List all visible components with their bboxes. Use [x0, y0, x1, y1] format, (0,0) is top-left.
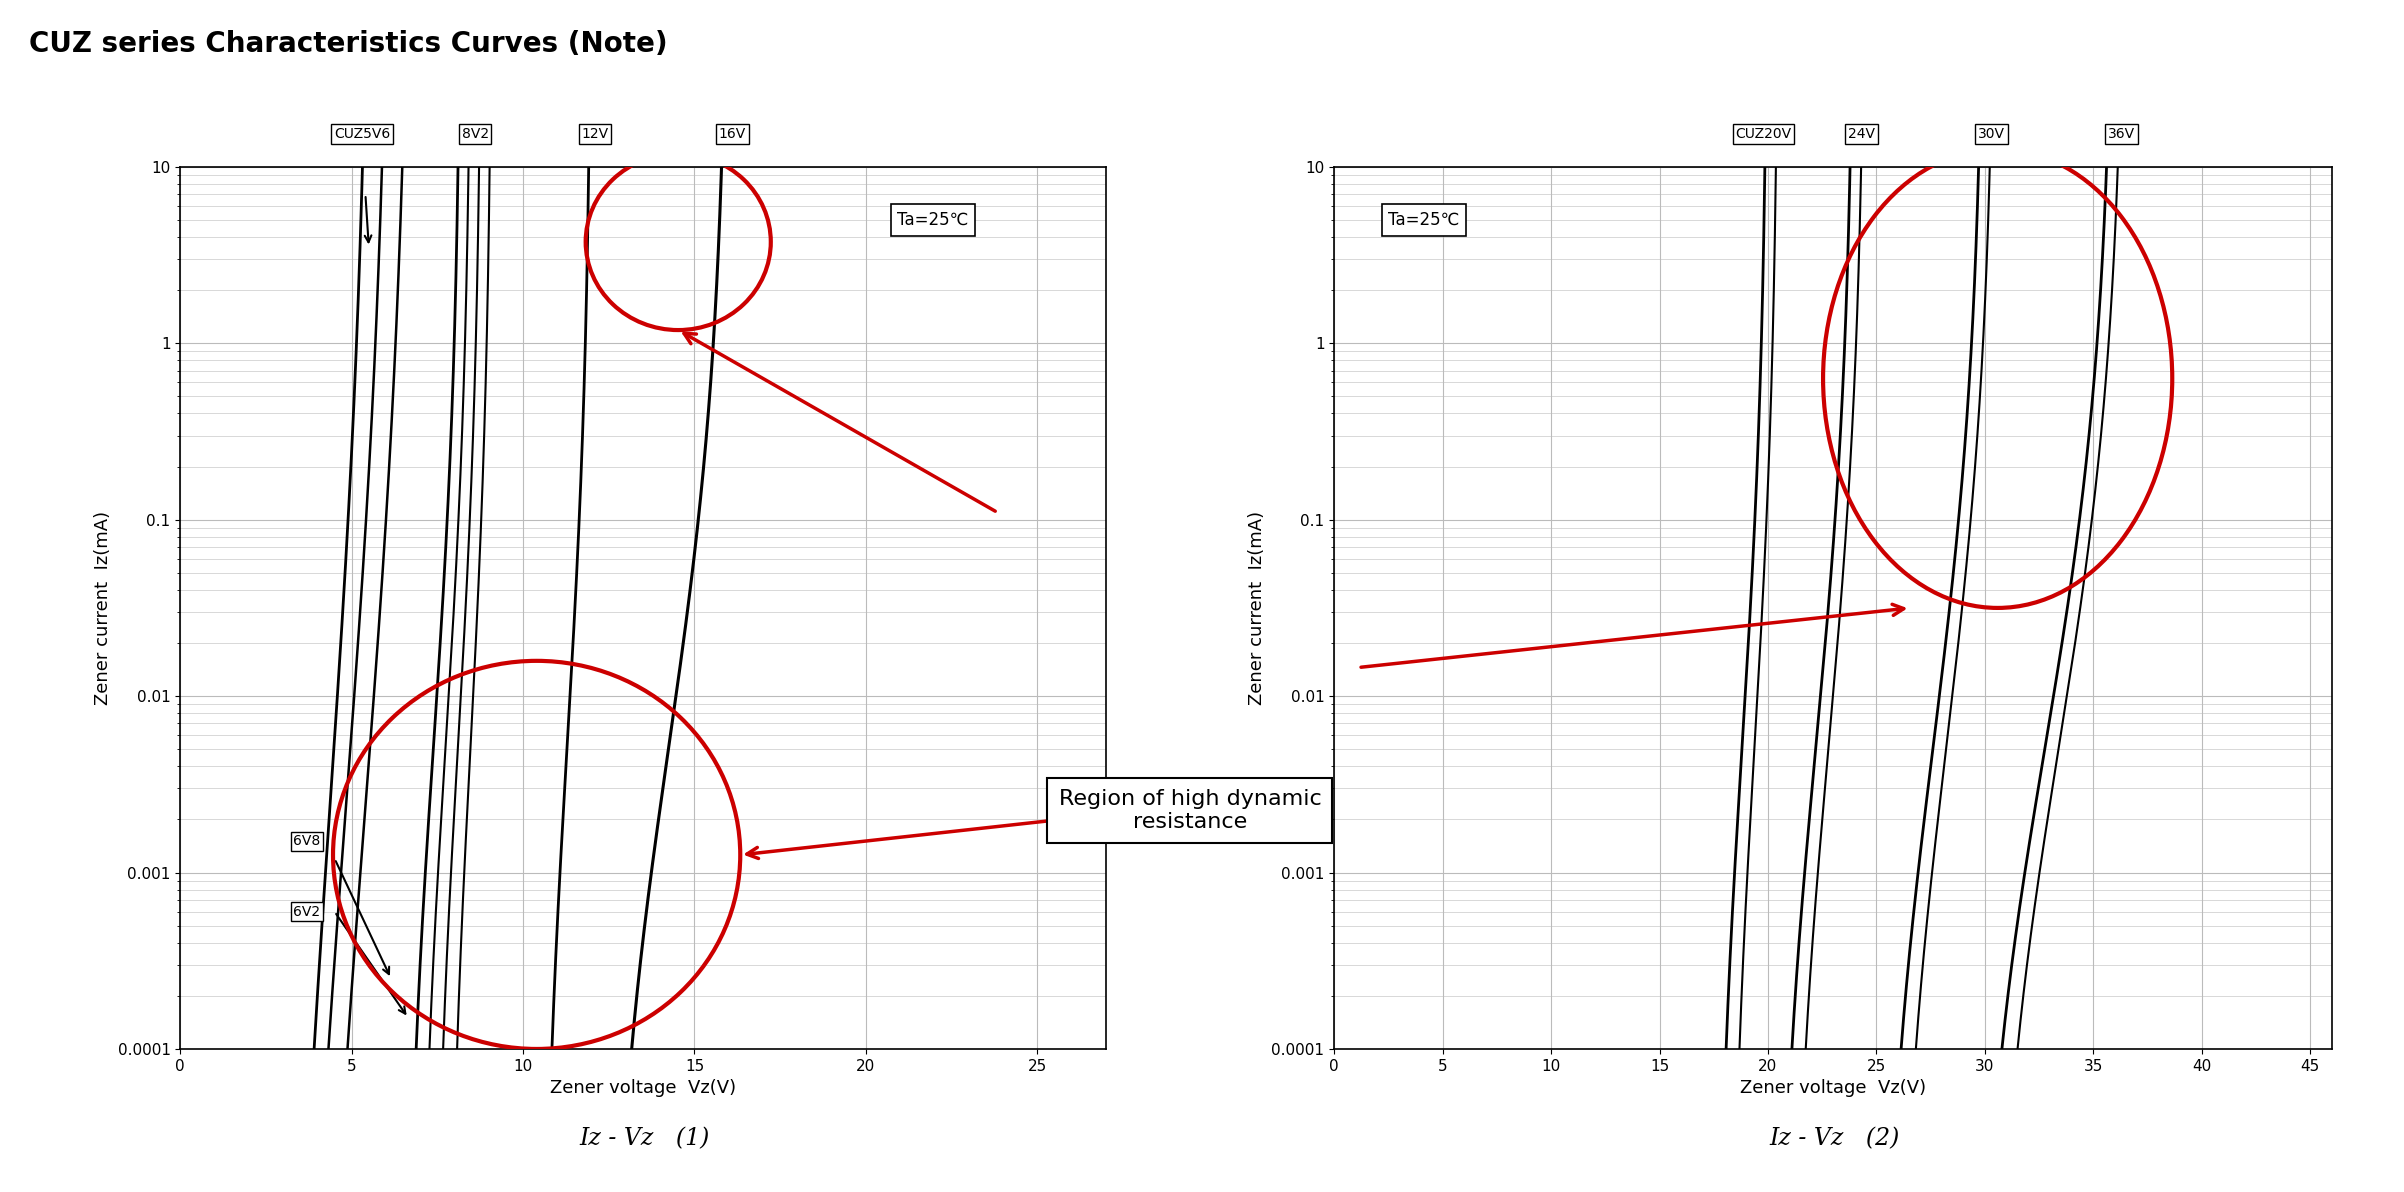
Text: Region of high dynamic
resistance: Region of high dynamic resistance	[1058, 789, 1322, 832]
Text: 12V: 12V	[582, 128, 608, 141]
Text: 30V: 30V	[1978, 128, 2005, 141]
Text: 6V2: 6V2	[293, 905, 320, 919]
Text: CUZ20V: CUZ20V	[1736, 128, 1791, 141]
Text: CUZ series Characteristics Curves (Note): CUZ series Characteristics Curves (Note)	[29, 30, 668, 57]
Text: Ta=25℃: Ta=25℃	[1390, 211, 1459, 229]
Text: Iz - Vz   (2): Iz - Vz (2)	[1769, 1128, 1899, 1150]
Text: 6V8: 6V8	[293, 834, 320, 849]
Text: CUZ5V6: CUZ5V6	[334, 128, 389, 141]
X-axis label: Zener voltage  Vz(V): Zener voltage Vz(V)	[551, 1079, 736, 1098]
Text: 16V: 16V	[719, 128, 745, 141]
Y-axis label: Zener current  Iz(mA): Zener current Iz(mA)	[1248, 511, 1267, 704]
Text: 36V: 36V	[2108, 128, 2135, 141]
Y-axis label: Zener current  Iz(mA): Zener current Iz(mA)	[94, 511, 113, 704]
Text: Ta=25℃: Ta=25℃	[897, 211, 969, 229]
Text: 24V: 24V	[1849, 128, 1875, 141]
Text: Iz - Vz   (1): Iz - Vz (1)	[579, 1128, 709, 1150]
X-axis label: Zener voltage  Vz(V): Zener voltage Vz(V)	[1740, 1079, 1926, 1098]
Text: 8V2: 8V2	[462, 128, 488, 141]
